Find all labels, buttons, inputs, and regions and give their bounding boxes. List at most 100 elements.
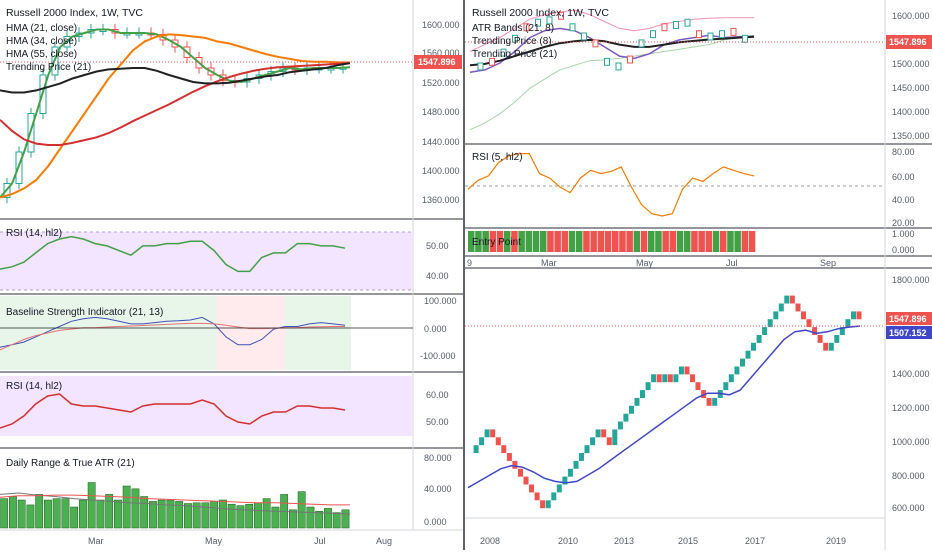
renko-brick [495, 437, 501, 446]
renko-brick [740, 358, 745, 367]
atr-bar [79, 499, 87, 529]
x-tick: 2013 [614, 536, 634, 546]
right-price-label-bg [886, 35, 932, 49]
entry-bar [705, 231, 713, 252]
renko-brick [534, 492, 540, 501]
renko-price-label-bg [886, 312, 932, 325]
renko-brick [762, 327, 768, 335]
entry-bar [676, 231, 684, 252]
entry-bar [597, 231, 605, 252]
renko-brick [684, 366, 690, 375]
atr-bar [175, 501, 184, 529]
atr-band-upper [469, 9, 754, 52]
renko-brick [473, 445, 479, 454]
atr-bar [236, 505, 245, 529]
tick: 40.000 [424, 484, 452, 494]
renko-chart [467, 295, 862, 509]
legend-hma55: HMA (55, close) [6, 49, 77, 60]
entry-bar [712, 231, 720, 252]
rt-candle [523, 23, 530, 32]
atr-bar [96, 499, 105, 529]
x-tick: 2015 [678, 536, 698, 546]
renko-brick [806, 319, 812, 328]
renko-brick [656, 374, 662, 383]
renko-brick [789, 295, 795, 304]
entry-bar [532, 231, 540, 252]
renko-brick [801, 311, 806, 320]
renko-brick [667, 374, 673, 383]
rt-candle [627, 55, 633, 64]
entry-bar [655, 231, 662, 252]
x-tick: May [636, 258, 654, 268]
atr-bar [140, 496, 149, 529]
rt-candle [500, 48, 507, 57]
renko-brick [512, 460, 518, 469]
left-indicator-lines [0, 28, 351, 199]
tick: -100.000 [420, 351, 456, 361]
renko-ma-label-bg [886, 326, 932, 339]
renko-brick [501, 445, 507, 454]
x-tick: 2017 [745, 536, 765, 546]
rt-candle [581, 32, 587, 41]
rt-candle [742, 34, 748, 43]
renko-brick [795, 303, 801, 312]
tick: 1560.000 [422, 48, 460, 58]
atr-bar [324, 508, 332, 529]
bsi-bg-red [217, 296, 285, 370]
renko-brick [673, 374, 679, 383]
tick: 1500.000 [892, 59, 930, 69]
tick: 1400.000 [892, 369, 930, 379]
renko-brick [540, 500, 546, 509]
x-tick: Aug [376, 536, 392, 546]
renko-brick [834, 335, 840, 343]
right-price-label: 1547.896 [889, 37, 927, 47]
renko-brick [529, 484, 534, 493]
rt-candle [592, 39, 599, 48]
rt-candle [650, 30, 656, 39]
renko-brick [773, 311, 779, 320]
entry-bar [468, 231, 475, 252]
left-chart-title: Russell 2000 Index, 1W, TVC [6, 7, 143, 19]
entry-bar [684, 231, 691, 252]
entry-bar [640, 231, 648, 252]
renko-brick [584, 445, 590, 454]
atr-bar [114, 499, 122, 529]
atr-bar [271, 506, 280, 529]
renko-brick [551, 492, 557, 501]
rsi5-line [467, 153, 755, 217]
renko-price-label: 1547.896 [889, 314, 927, 324]
atr-bar [262, 498, 271, 529]
atr-bar [157, 499, 166, 529]
entry-bar [561, 231, 569, 252]
atr-bar [166, 499, 175, 529]
trending-price-8 [469, 27, 755, 73]
tick: 60.00 [426, 390, 449, 400]
entry-bar [604, 231, 612, 252]
entry-bar [727, 231, 734, 252]
entry-bar [662, 231, 669, 252]
renko-brick [728, 374, 734, 383]
atr-bar [201, 502, 210, 529]
sub-indicators [0, 231, 413, 529]
entry-bar [496, 231, 504, 252]
atr-band-lower [469, 34, 755, 131]
rt-candle [661, 23, 668, 32]
legend-atr-bands: ATR Bands (21, 8) [472, 23, 554, 34]
atr-bar [289, 509, 297, 529]
renko-brick [567, 468, 573, 477]
renko-ma-label: 1507.152 [889, 328, 927, 338]
tick: 1000.000 [892, 437, 930, 447]
tick: 1520.000 [422, 78, 460, 88]
series-line-4 [0, 62, 351, 94]
legend-trending-price-8: Trending Price (8) [472, 36, 552, 47]
renko-brick [595, 429, 601, 438]
entry-bar [698, 231, 705, 252]
rsi2-line [0, 393, 346, 429]
tick: 1480.000 [422, 107, 460, 117]
atr-bar [219, 499, 227, 529]
atr-bar [61, 498, 70, 529]
true-atr-line [0, 494, 350, 506]
x-tick: 2008 [480, 536, 500, 546]
tick: 1400.000 [422, 166, 460, 176]
rt-candle [604, 57, 610, 66]
